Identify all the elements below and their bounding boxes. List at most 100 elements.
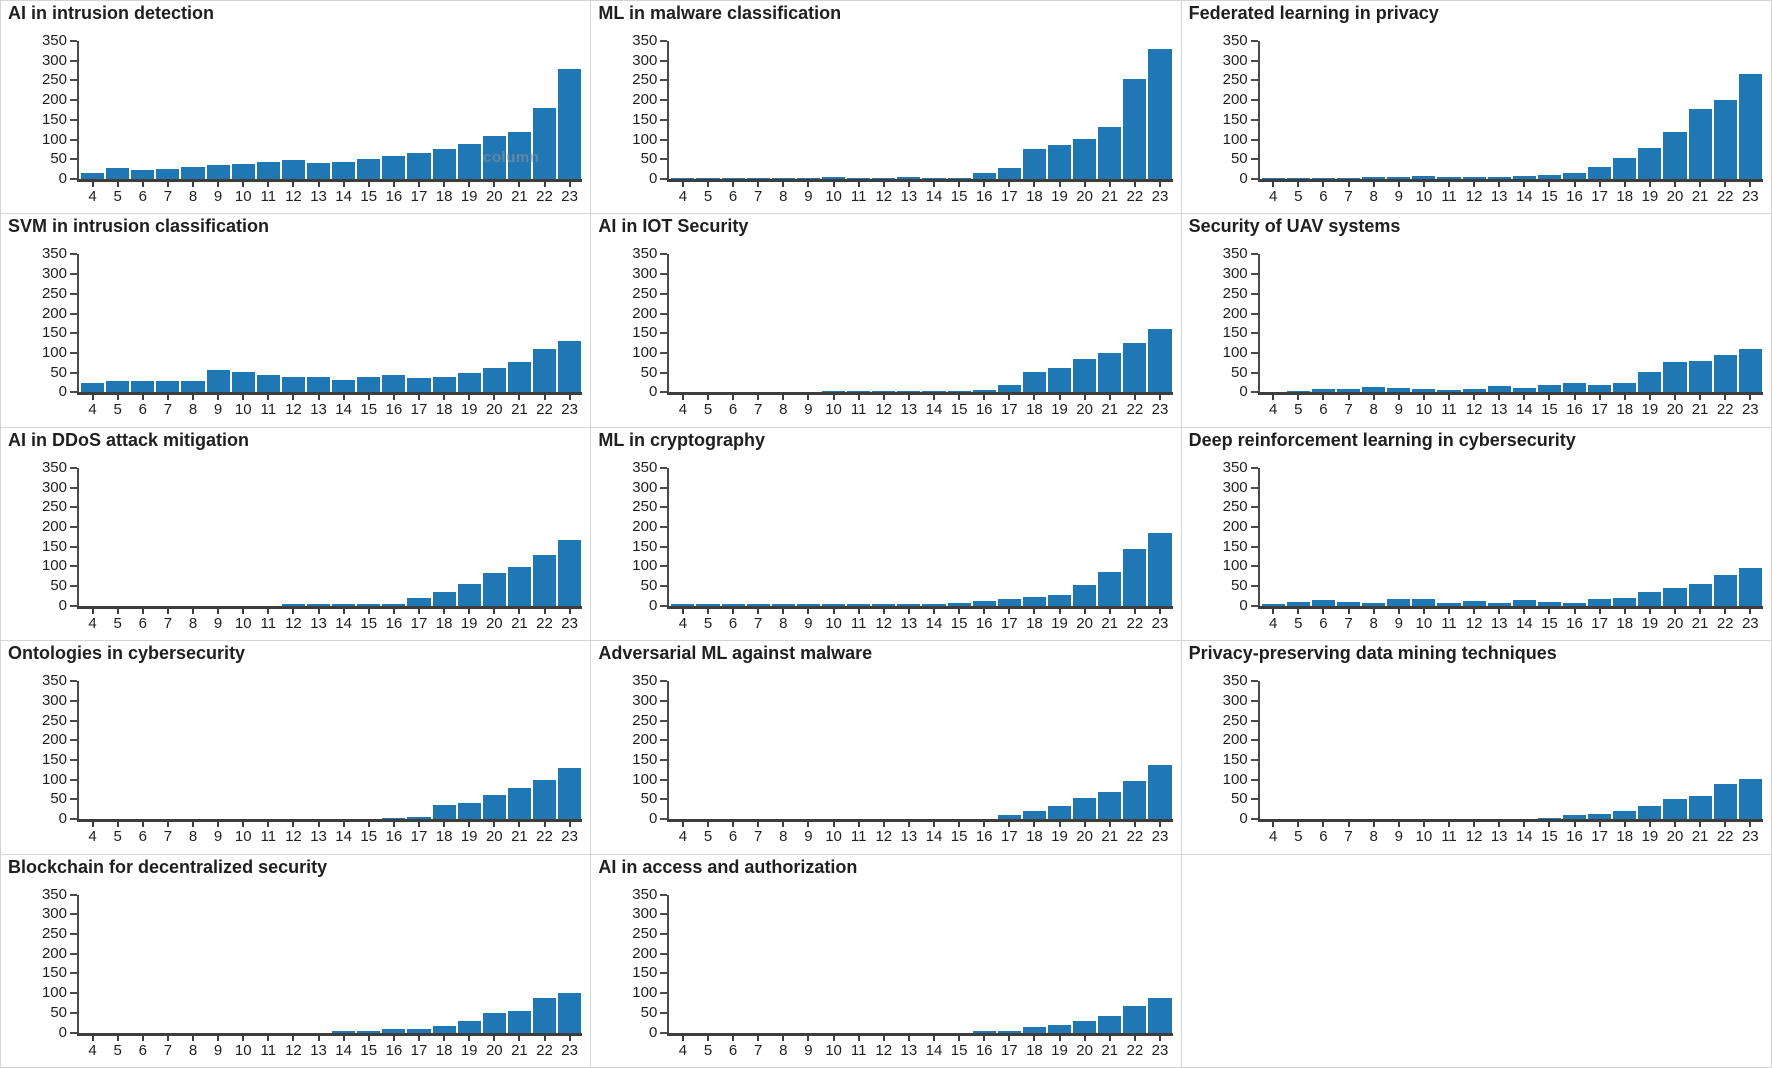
y-tick-label: 0 xyxy=(1239,170,1248,187)
bar-year-18 xyxy=(432,805,456,820)
y-tick-mark xyxy=(660,40,668,42)
x-tick-mark xyxy=(406,822,431,828)
y-tick-mark xyxy=(1250,138,1258,141)
x-tick-label: 22 xyxy=(1126,614,1144,632)
x-tick-mark xyxy=(1487,608,1512,614)
x-axis-line xyxy=(77,392,583,396)
x-tick-mark xyxy=(80,1035,105,1041)
bar-year-11 xyxy=(1437,390,1461,393)
x-tick-mark xyxy=(256,182,281,187)
bar-year-22 xyxy=(1123,548,1147,606)
x-tick-label: 20 xyxy=(485,1041,503,1059)
y-tick-label: 50 xyxy=(50,150,67,168)
x-tick-label: 23 xyxy=(561,828,578,846)
x-tick-mark xyxy=(105,182,130,187)
x-ticks xyxy=(80,608,582,614)
y-tick-mark xyxy=(660,778,668,781)
x-axis-line xyxy=(77,179,583,182)
bar-year-9 xyxy=(796,177,820,179)
chart-title: AI in IOT Security xyxy=(598,216,749,237)
bar-year-7 xyxy=(156,380,180,393)
x-tick-mark xyxy=(1022,395,1047,401)
y-tick-label: 0 xyxy=(648,596,658,614)
chart-panel-ai-intrusion-detection: AI in intrusion detection 0 50 100 150 200 25… xyxy=(1,1,592,215)
y-tick-mark xyxy=(70,273,77,276)
x-tick-mark xyxy=(507,182,532,187)
x-tick-label: 15 xyxy=(950,828,968,846)
bar-chart: 0 50 100 150 200 250 300 350 4 5 6 7 8 9 10 11 12 13 14 15 1… xyxy=(42,673,583,849)
y-tick-mark xyxy=(660,545,668,548)
bar-year-19 xyxy=(457,144,481,179)
y-tick-label: 50 xyxy=(1230,577,1248,595)
x-tick-mark xyxy=(896,608,921,614)
bar-year-20 xyxy=(1663,587,1687,606)
bar-year-22 xyxy=(1713,100,1737,179)
x-tick-label: 14 xyxy=(1515,188,1533,205)
x-tick-label: 18 xyxy=(1616,188,1634,205)
x-tick-mark xyxy=(1336,182,1361,187)
x-ticks xyxy=(1261,822,1763,828)
x-tick-label: 4 xyxy=(1269,614,1278,632)
x-tick-label: 17 xyxy=(1591,401,1608,419)
bar-year-14 xyxy=(332,380,356,393)
bars-area xyxy=(670,41,1172,179)
x-tick-mark xyxy=(1587,395,1612,401)
x-tick-mark xyxy=(432,822,457,828)
x-tick-label: 18 xyxy=(1616,614,1634,632)
x-tick-mark xyxy=(1411,182,1436,187)
bar-year-17 xyxy=(1588,166,1612,179)
x-tick-mark xyxy=(746,1035,771,1041)
bar-year-4 xyxy=(81,382,105,393)
x-tick-mark xyxy=(1462,608,1487,614)
x-tick-mark xyxy=(1562,608,1587,614)
x-tick-mark xyxy=(1311,182,1336,187)
x-tick-mark xyxy=(507,1035,532,1041)
x-tick-mark xyxy=(1047,182,1072,187)
bar-year-13 xyxy=(1487,177,1511,179)
x-tick-label: 20 xyxy=(485,614,503,632)
bar-year-5 xyxy=(1286,601,1310,606)
y-tick-label: 50 xyxy=(1230,363,1248,381)
bar-year-16 xyxy=(972,390,996,393)
bar-year-21 xyxy=(507,131,531,179)
bar-year-15 xyxy=(1537,602,1561,606)
y-tick-label: 150 xyxy=(41,964,67,982)
bar-year-19 xyxy=(1047,367,1072,393)
bar-year-11 xyxy=(256,162,280,179)
bar-chart: 0 50 100 150 200 250 300 350 4 5 6 7 8 9 10 11 12 13 14 15 1… xyxy=(42,886,583,1063)
y-tick-label: 250 xyxy=(632,925,658,943)
x-tick-mark xyxy=(846,1035,871,1041)
x-tick-label: 8 xyxy=(779,401,788,419)
bar-year-12 xyxy=(872,604,896,606)
x-tick-label: 12 xyxy=(875,401,893,419)
x-tick-label: 10 xyxy=(825,828,842,846)
x-tick-mark xyxy=(821,822,846,828)
y-tick-mark xyxy=(660,253,668,256)
x-tick-label: 15 xyxy=(360,401,378,419)
y-tick-mark xyxy=(660,466,668,469)
x-tick-label: 15 xyxy=(950,188,968,205)
y-tick-mark xyxy=(70,604,77,607)
y-tick-mark xyxy=(70,59,77,62)
y-tick-mark xyxy=(660,292,668,295)
bar-year-19 xyxy=(457,802,481,820)
y-tick-label: 350 xyxy=(632,32,658,49)
x-tick-labels: 4 5 6 7 8 9 10 11 12 13 14 15 16 17 18 19 20 21 22 23 xyxy=(1261,828,1763,845)
y-tick-mark xyxy=(660,59,668,62)
x-tick-label: 7 xyxy=(754,614,763,632)
x-tick-mark xyxy=(180,182,205,187)
chart-panel-ai-iot-security: AI in IOT Security 0 50 100 150 200 250 300 350… xyxy=(591,214,1182,428)
x-tick-label: 13 xyxy=(310,401,327,419)
x-tick-label: 5 xyxy=(113,401,122,419)
y-tick-mark xyxy=(1250,332,1258,335)
bar-year-11 xyxy=(1437,603,1461,606)
y-tick-label: 300 xyxy=(1222,478,1248,496)
x-tick-label: 9 xyxy=(213,401,223,419)
y-tick-label: 150 xyxy=(632,110,658,128)
x-tick-label: 19 xyxy=(460,401,478,419)
x-tick-mark xyxy=(1612,395,1637,401)
x-tick-label: 10 xyxy=(234,1041,252,1059)
y-tick-label: 150 xyxy=(41,537,67,555)
bar-year-6 xyxy=(131,380,155,393)
x-tick-mark xyxy=(130,182,155,187)
